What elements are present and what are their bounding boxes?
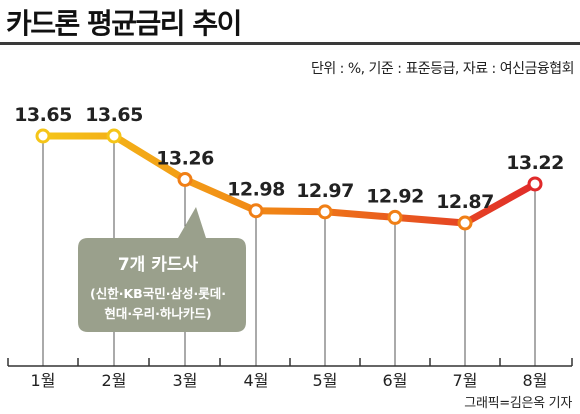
data-point [106,128,122,144]
x-tick-label: 1월 [31,371,56,390]
data-label: 12.97 [296,180,354,202]
drop-lines [42,136,536,366]
x-tick-label: 8월 [523,371,548,390]
data-point [457,215,473,231]
callout-line-1: (신한·KB국민·삼성·롯데· [90,286,226,301]
graphic-credit: 그래픽=김은옥 기자 [464,396,572,411]
data-point [387,209,403,225]
x-tick-label: 2월 [102,371,127,390]
title-divider [0,42,580,45]
data-label: 12.92 [366,185,424,207]
x-tick-label: 5월 [313,371,338,390]
x-axis-ticks [7,358,573,366]
x-tick-label: 4월 [244,371,269,390]
data-point [317,204,333,220]
series-line [39,132,539,227]
x-axis-labels: 1월 2월 3월 4월 5월 6월 7월 8월 [31,371,548,390]
data-point [248,203,264,219]
data-points [35,128,543,231]
data-label: 12.98 [227,179,285,201]
data-label: 12.87 [436,191,494,213]
data-label: 13.65 [85,104,143,126]
x-tick-label: 7월 [453,371,478,390]
data-label: 13.65 [14,104,72,126]
data-label: 13.26 [156,148,214,170]
callout-bubble [78,207,246,332]
x-tick-label: 6월 [383,371,408,390]
chart-title: 카드론 평균금리 추이 [6,7,242,40]
callout-title: 7개 카드사 [118,255,199,275]
data-labels: 13.65 13.65 13.26 12.98 12.97 12.92 12.87 13.22 [14,104,564,213]
callout-line-2: 현대·우리·하나카드) [104,306,211,321]
data-point [35,128,51,144]
data-point [527,176,543,192]
data-point [177,172,193,187]
x-tick-label: 3월 [173,371,198,390]
callout-box: 7개 카드사 (신한·KB국민·삼성·롯데· 현대·우리·하나카드) [78,207,246,332]
data-label: 13.22 [506,152,564,174]
chart-subtitle: 단위 : %, 기준 : 표준등급, 자료 : 여신금융협회 [310,61,575,77]
